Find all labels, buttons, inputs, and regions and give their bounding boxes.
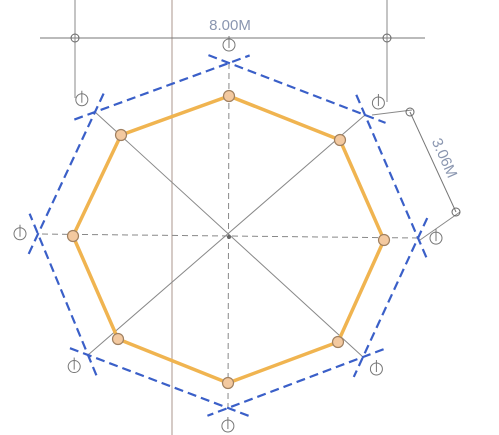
outer-edge <box>355 94 428 259</box>
extension-line <box>371 109 413 116</box>
outer-edge <box>207 348 384 417</box>
vertex-node <box>377 233 391 247</box>
outer-edge <box>67 346 249 417</box>
center-line <box>87 114 366 356</box>
vertex-node <box>111 332 125 346</box>
outer-edge <box>208 54 386 124</box>
center-node <box>227 235 231 239</box>
center-line <box>94 111 364 358</box>
vertex-node <box>221 376 235 390</box>
dimension-node <box>70 33 80 43</box>
vertex-node <box>331 335 345 349</box>
extension-line <box>419 211 461 241</box>
outer-edge <box>352 217 429 378</box>
dimension-node <box>451 207 461 217</box>
vertex-node <box>333 133 347 147</box>
vertex-node <box>66 229 80 243</box>
dimension-node <box>405 107 415 117</box>
outer-edge <box>27 91 106 255</box>
width-dimension: 8.00M <box>209 17 251 34</box>
dimension-node <box>382 33 392 43</box>
vertex-node <box>222 89 236 103</box>
side-dimension: 3.06M <box>428 136 460 181</box>
dimension-line <box>409 111 457 213</box>
outer-edge <box>73 54 251 121</box>
vertex-node <box>114 128 128 142</box>
outer-edge <box>28 213 98 376</box>
